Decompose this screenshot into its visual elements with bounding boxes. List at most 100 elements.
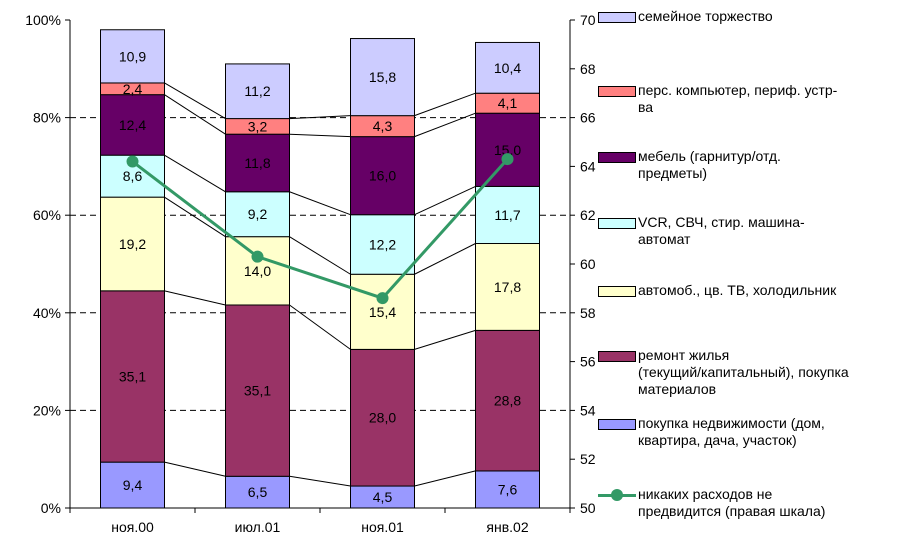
x-tick-label: июл.01 xyxy=(235,519,281,535)
legend-label: перс. компьютер, периф. устр-ва xyxy=(638,82,837,116)
y-right-tick-label: 66 xyxy=(580,110,596,126)
legend-label: VCR, СВЧ, стир. машина-автомат xyxy=(638,214,805,248)
series-connector-line xyxy=(289,133,351,138)
series-connector-line xyxy=(164,461,226,477)
legend-label-line: ремонт жилья xyxy=(638,347,730,363)
legend-item: покупка недвижимости (дом, квартира, дача… xyxy=(598,415,916,449)
data-label: 35,1 xyxy=(119,368,146,384)
legend-label-line: предметы) xyxy=(638,165,708,181)
legend-label-line: материалов xyxy=(638,381,717,397)
legend-label-line: предвидится (правая шкала) xyxy=(638,503,826,519)
series-connector-line xyxy=(289,236,351,275)
y-right-tick-label: 64 xyxy=(580,158,596,174)
data-label: 11,7 xyxy=(494,207,520,223)
legend-item: семейное торжество xyxy=(598,8,916,25)
series-connector-line xyxy=(164,82,226,120)
line-series-point xyxy=(251,250,264,263)
bar-segment xyxy=(225,236,290,306)
data-label: 8,6 xyxy=(123,168,143,184)
legend-label: мебель (гарнитур/отд. предметы) xyxy=(638,148,781,182)
series-connector-line xyxy=(414,243,476,275)
legend-swatch xyxy=(598,152,636,163)
series-connector-line xyxy=(289,475,351,487)
data-label: 11,2 xyxy=(244,83,270,99)
bar-segment xyxy=(475,112,540,187)
legend-label: никаких расходов не предвидится (правая ш… xyxy=(638,486,825,520)
legend-swatch xyxy=(598,12,636,23)
bar-segment xyxy=(475,185,540,245)
series-connector-line xyxy=(164,196,226,238)
x-tick-label: ноя.00 xyxy=(111,519,154,535)
legend-item: никаких расходов не предвидится (правая ш… xyxy=(598,486,916,520)
series-connector-line xyxy=(414,112,476,138)
bar-segment xyxy=(350,348,415,487)
bar-segment xyxy=(225,304,290,477)
data-label: 10,4 xyxy=(494,60,521,76)
data-label: 10,9 xyxy=(119,48,146,64)
bar-segment xyxy=(225,63,290,120)
series-connector-line xyxy=(164,154,226,193)
legend-swatch xyxy=(598,351,636,362)
legend-line-marker xyxy=(598,486,636,502)
data-label: 17,8 xyxy=(494,279,521,295)
data-label: 2,4 xyxy=(123,81,143,97)
data-label: 28,0 xyxy=(369,410,396,426)
legend-item: мебель (гарнитур/отд. предметы) xyxy=(598,148,916,182)
data-label: 16,0 xyxy=(369,168,396,184)
y-left-tick-label: 20% xyxy=(33,402,61,418)
bar-segment xyxy=(350,38,415,117)
series-connector-line xyxy=(414,92,476,117)
data-label: 9,2 xyxy=(248,206,268,222)
data-label: 15,0 xyxy=(494,142,521,158)
data-label: 4,1 xyxy=(498,95,518,111)
legend-item: VCR, СВЧ, стир. машина-автомат xyxy=(598,214,916,248)
x-tick-label: янв.02 xyxy=(486,519,528,535)
legend-label-line: никаких расходов не xyxy=(638,486,773,502)
bar-segment xyxy=(475,470,540,509)
legend-label-line: покупка недвижимости (дом, xyxy=(638,415,825,431)
series-connector-line xyxy=(289,191,351,216)
y-right-tick-label: 56 xyxy=(580,354,596,370)
legend-label: семейное торжество xyxy=(638,8,773,25)
y-right-tick-label: 62 xyxy=(580,207,596,223)
series-connector-line xyxy=(164,290,226,306)
bar-segment xyxy=(475,41,540,94)
data-label: 14,0 xyxy=(244,263,271,279)
series-connector-line xyxy=(414,185,476,216)
y-left-tick-label: 60% xyxy=(33,207,61,223)
line-series-point xyxy=(501,153,514,166)
data-label: 4,3 xyxy=(373,118,393,134)
bar-segment xyxy=(100,94,165,156)
data-label: 9,4 xyxy=(123,477,143,493)
data-label: 7,6 xyxy=(498,481,518,497)
data-label: 15,4 xyxy=(369,304,396,320)
legend-label-line: перс. компьютер, периф. устр- xyxy=(638,82,838,98)
y-right-tick-label: 54 xyxy=(580,402,596,418)
y-right-tick-label: 50 xyxy=(580,500,596,516)
y-right-tick-label: 70 xyxy=(580,12,596,28)
y-right-tick-label: 68 xyxy=(580,61,596,77)
y-right-tick-label: 58 xyxy=(580,305,596,321)
bar-segment xyxy=(350,214,415,275)
y-right-tick-label: 60 xyxy=(580,256,596,272)
legend-label-line: автомат xyxy=(638,231,691,247)
data-label: 28,8 xyxy=(494,393,521,409)
data-label: 12,4 xyxy=(119,117,146,133)
line-series-path xyxy=(131,158,509,300)
legend-item: перс. компьютер, периф. устр-ва xyxy=(598,82,916,116)
legend-label: покупка недвижимости (дом, квартира, дача… xyxy=(638,415,825,449)
data-label: 15,8 xyxy=(369,69,396,85)
bar-segment xyxy=(475,243,540,331)
y-left-tick-label: 0% xyxy=(41,500,61,516)
y-left-tick-label: 40% xyxy=(33,305,61,321)
legend-label-line: ва xyxy=(638,99,654,115)
line-series-point xyxy=(126,155,139,168)
legend-label: ремонт жилья (текущий/капитальный), покуп… xyxy=(638,347,849,398)
series-connector-line xyxy=(414,470,476,487)
series-connector-line xyxy=(289,115,351,120)
legend-label-line: VCR, СВЧ, стир. машина- xyxy=(638,214,805,230)
legend-label: автомоб., цв. ТВ, холодильник xyxy=(638,282,836,299)
series-connector-line xyxy=(289,304,351,350)
legend-label-line: семейное торжество xyxy=(638,8,773,24)
